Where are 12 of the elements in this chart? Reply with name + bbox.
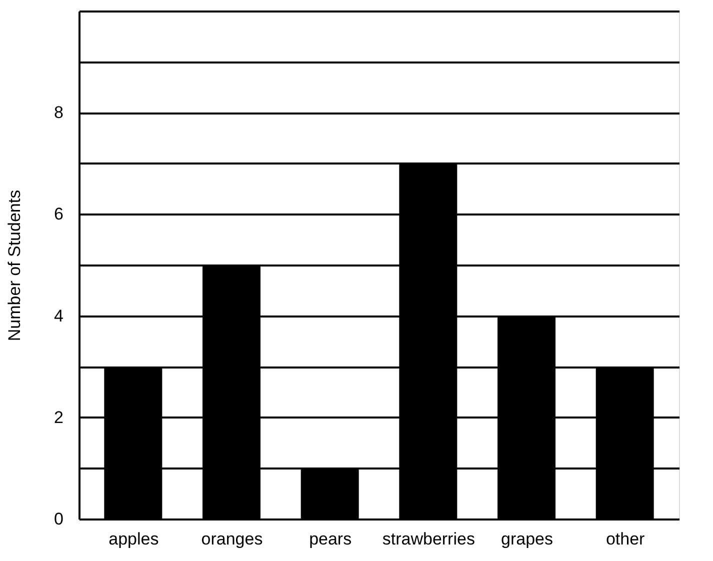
x-tick-label: oranges bbox=[201, 530, 263, 548]
x-tick-label: grapes bbox=[501, 530, 553, 548]
x-tick-label: apples bbox=[108, 530, 159, 548]
y-tick-label: 6 bbox=[54, 204, 64, 224]
y-tick-label: 8 bbox=[54, 103, 64, 122]
x-tick-label: pears bbox=[309, 530, 352, 548]
y-tick-label: 2 bbox=[54, 408, 64, 427]
y-tick-label: 4 bbox=[54, 306, 64, 326]
y-tick-label: 0 bbox=[54, 510, 64, 528]
x-tick-label: strawberries bbox=[382, 530, 475, 548]
x-tick-label: other bbox=[606, 530, 646, 548]
y-axis-title: Number of Students bbox=[5, 190, 24, 342]
